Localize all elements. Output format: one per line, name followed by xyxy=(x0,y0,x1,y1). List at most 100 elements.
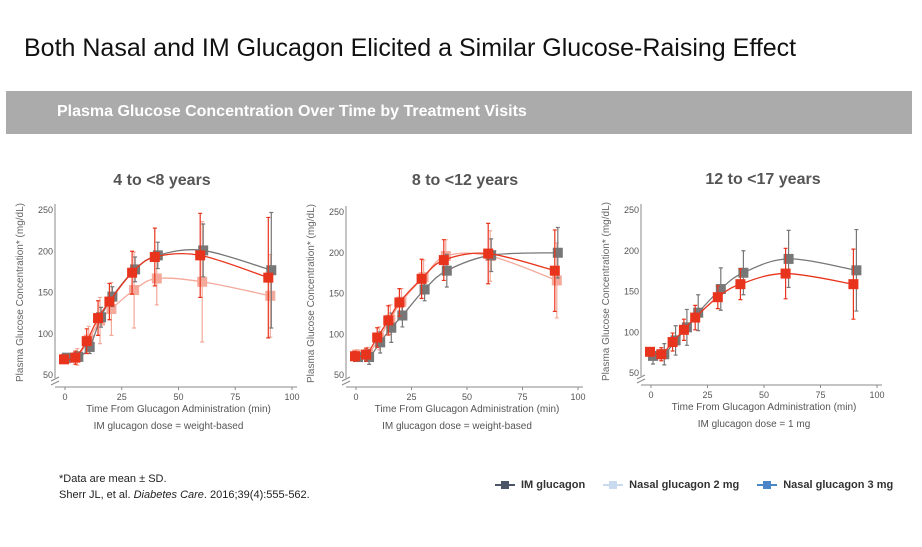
data-point-nasal3 xyxy=(70,352,81,363)
data-point-nasal3 xyxy=(483,248,494,259)
panel-title-12-17: 12 to <17 years xyxy=(705,171,821,188)
data-point-nasal2 xyxy=(129,285,140,296)
x-tick-label: 100 xyxy=(284,392,299,402)
y-axis-label: Plasma Glucose Concentration* (mg/dL) xyxy=(306,204,317,383)
data-point-nasal3 xyxy=(780,268,791,279)
data-point-nasal3 xyxy=(690,312,701,323)
y-tick-label: 250 xyxy=(624,205,639,215)
data-point-nasal3 xyxy=(195,250,206,261)
citation: Sherr JL, et al. Diabetes Care. 2016;39(… xyxy=(59,487,310,503)
section-header: Plasma Glucose Concentration Over Time b… xyxy=(57,103,527,120)
legend-swatch-im xyxy=(495,481,515,489)
axis-break xyxy=(636,374,646,384)
data-point-nasal3 xyxy=(416,273,427,284)
x-tick-label: 0 xyxy=(648,390,653,400)
dose-note: IM glucagon dose = weight-based xyxy=(94,421,244,432)
data-point-nasal3 xyxy=(394,297,405,308)
legend-label: Nasal glucagon 3 mg xyxy=(783,479,894,491)
legend-label: Nasal glucagon 2 mg xyxy=(629,479,740,491)
y-tick-label: 100 xyxy=(624,327,639,337)
data-point-nasal3 xyxy=(645,346,655,357)
data-point-nasal2 xyxy=(265,290,276,301)
data-point-im xyxy=(266,265,277,276)
data-point-im xyxy=(386,322,397,333)
panel-title-8-12: 8 to <12 years xyxy=(411,172,519,189)
y-tick-label: 150 xyxy=(329,289,344,299)
data-point-nasal2 xyxy=(197,276,208,287)
series-line-nasal2 xyxy=(356,252,558,356)
x-tick-label: 25 xyxy=(117,392,127,402)
y-tick-label: 50 xyxy=(43,370,53,380)
data-point-nasal3 xyxy=(59,354,69,365)
citation-authors: Sherr JL, et al. xyxy=(59,489,134,501)
x-axis-label: Time From Glucagon Administration (min) xyxy=(86,404,271,415)
y-tick-label: 250 xyxy=(329,207,344,217)
legend: IM glucagon Nasal glucagon 2 mg Nasal gl… xyxy=(495,479,893,491)
section-header-band: Plasma Glucose Concentration Over Time b… xyxy=(6,91,912,134)
x-tick-label: 0 xyxy=(62,392,67,402)
data-point-im xyxy=(738,267,749,278)
x-axis-label: Time From Glucagon Administration (min) xyxy=(375,404,560,415)
x-tick-label: 0 xyxy=(353,392,358,402)
legend-swatch-nasal3 xyxy=(757,481,778,489)
x-tick-label: 100 xyxy=(869,390,884,400)
legend-label: IM glucagon xyxy=(521,479,586,491)
x-tick-label: 50 xyxy=(462,392,472,402)
data-point-nasal3 xyxy=(93,313,104,324)
dose-note: IM glucagon dose = weight-based xyxy=(382,421,532,432)
data-point-nasal2 xyxy=(151,273,162,284)
data-point-im xyxy=(441,265,452,276)
data-point-nasal3 xyxy=(848,279,859,290)
y-axis-label: Plasma Glucose Concentration* (mg/dL) xyxy=(15,203,26,382)
data-point-nasal3 xyxy=(438,255,449,266)
y-tick-label: 50 xyxy=(629,368,639,378)
x-tick-label: 100 xyxy=(570,392,585,402)
data-point-nasal3 xyxy=(372,332,383,343)
y-tick-label: 200 xyxy=(624,246,639,256)
y-tick-label: 150 xyxy=(624,287,639,297)
x-tick-label: 25 xyxy=(406,392,416,402)
x-tick-label: 50 xyxy=(173,392,183,402)
data-point-im xyxy=(397,310,408,321)
citation-journal: Diabetes Care xyxy=(133,489,204,501)
data-point-nasal3 xyxy=(549,265,560,276)
data-point-nasal3 xyxy=(735,279,746,290)
y-tick-label: 100 xyxy=(329,329,344,339)
x-tick-label: 50 xyxy=(759,390,769,400)
data-point-im xyxy=(552,247,563,258)
y-tick-label: 200 xyxy=(329,248,344,258)
data-point-nasal3 xyxy=(104,296,115,307)
series-line-im xyxy=(652,258,857,357)
data-point-im xyxy=(783,253,794,264)
footnote-note: *Data are mean ± SD. xyxy=(59,473,167,485)
data-point-nasal3 xyxy=(361,349,372,360)
data-point-nasal3 xyxy=(81,336,92,347)
footnote: *Data are mean ± SD. Sherr JL, et al. Di… xyxy=(59,471,310,503)
data-point-nasal2 xyxy=(551,275,562,286)
dose-note: IM glucagon dose = 1 mg xyxy=(698,419,811,430)
legend-item-im: IM glucagon xyxy=(495,479,585,491)
citation-rest: . 2016;39(4):555-562. xyxy=(203,489,310,501)
chart-2: 50 100 150 200 250 0 25 50 75 100 Time From Glucag… xyxy=(601,202,885,430)
data-point-nasal2 xyxy=(106,304,117,314)
axis-break xyxy=(341,376,351,386)
data-point-nasal3 xyxy=(678,324,689,335)
x-tick-label: 75 xyxy=(517,392,527,402)
data-point-nasal3 xyxy=(712,292,723,303)
data-point-nasal3 xyxy=(667,337,678,348)
x-tick-label: 25 xyxy=(702,390,712,400)
y-tick-label: 100 xyxy=(38,329,53,339)
chart-1: 50 100 150 200 250 0 25 50 75 100 Time From Glucag… xyxy=(306,204,586,432)
legend-item-nasal2: Nasal glucagon 2 mg xyxy=(603,479,739,491)
data-point-nasal3 xyxy=(350,351,360,362)
y-tick-label: 150 xyxy=(38,288,53,298)
y-tick-label: 200 xyxy=(38,246,53,256)
data-point-nasal3 xyxy=(263,272,274,283)
legend-item-nasal3: Nasal glucagon 3 mg xyxy=(757,479,893,491)
x-tick-label: 75 xyxy=(815,390,825,400)
data-point-nasal3 xyxy=(383,315,394,326)
data-point-nasal3 xyxy=(149,252,160,263)
y-axis-label: Plasma Glucose Concentration* (mg/dL) xyxy=(601,202,612,381)
y-tick-label: 250 xyxy=(38,205,53,215)
